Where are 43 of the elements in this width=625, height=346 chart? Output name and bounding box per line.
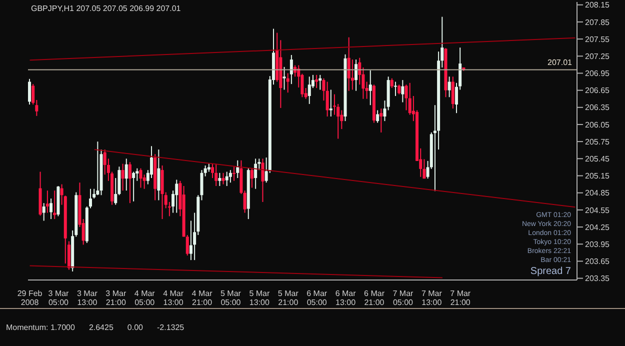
text: 0.00 [127, 322, 143, 332]
x-tick-label: 29 Feb 2008 [17, 289, 43, 307]
chart-title: GBPJPY,H1 207.05 207.05 206.99 207.01 [31, 4, 181, 13]
y-tick-label: 208.15 [585, 0, 610, 10]
candlestick [232, 166, 236, 181]
annotation: Spread 7 [529, 265, 571, 278]
text: -2.1325 [156, 322, 184, 332]
x-tick-label: 7 Mar 21:00 [450, 289, 471, 307]
x-tick-label: 3 Mar 21:00 [106, 289, 126, 307]
ref-line-label: 207.01 [548, 58, 573, 67]
x-tick-label: 6 Mar 13:00 [335, 289, 356, 307]
x-tick-label: 7 Mar 05:00 [392, 289, 414, 307]
y-tick-label: 204.85 [585, 188, 610, 198]
x-tick-label: 6 Mar 21:00 [364, 289, 385, 307]
text: 2.6425 [88, 322, 114, 332]
x-tick-label: 5 Mar 13:00 [249, 289, 270, 307]
x-tick-label: 4 Mar 13:00 [163, 289, 184, 307]
x-tick-label: 7 Mar 13:00 [421, 289, 442, 307]
y-tick-label: 207.25 [585, 52, 610, 61]
text: Momentum: 1.7000 [6, 322, 75, 332]
y-tick-label: 205.75 [585, 137, 610, 146]
candlestick [96, 142, 100, 196]
y-tick-label: 203.95 [585, 240, 610, 249]
y-tick-label: 207.85 [585, 18, 610, 27]
x-tick-label: 6 Mar 05:00 [306, 289, 328, 307]
x-tick-label: 3 Mar 05:00 [48, 289, 70, 307]
y-tick-label: 205.15 [585, 172, 610, 181]
y-tick-label: 203.35 [585, 274, 610, 284]
y-tick-label: 205.45 [585, 154, 610, 164]
y-tick-label: 206.05 [585, 120, 610, 130]
y-tick-label: 207.55 [585, 34, 610, 44]
y-tick-label: 206.95 [585, 69, 610, 78]
x-tick-label: 3 Mar 13:00 [76, 289, 98, 307]
x-tick-label: 4 Mar 21:00 [192, 289, 213, 307]
x-tick-label: 4 Mar 05:00 [134, 289, 156, 307]
y-tick-label: 204.55 [585, 206, 610, 215]
y-tick-label: 206.35 [585, 103, 610, 112]
x-tick-label: 5 Mar 05:00 [220, 289, 242, 307]
x-tick-label: 5 Mar 21:00 [278, 289, 299, 307]
y-tick-label: 206.65 [585, 86, 610, 96]
y-tick-label: 203.65 [585, 257, 610, 266]
y-tick-label: 204.25 [585, 222, 610, 232]
candlestick [394, 82, 397, 96]
